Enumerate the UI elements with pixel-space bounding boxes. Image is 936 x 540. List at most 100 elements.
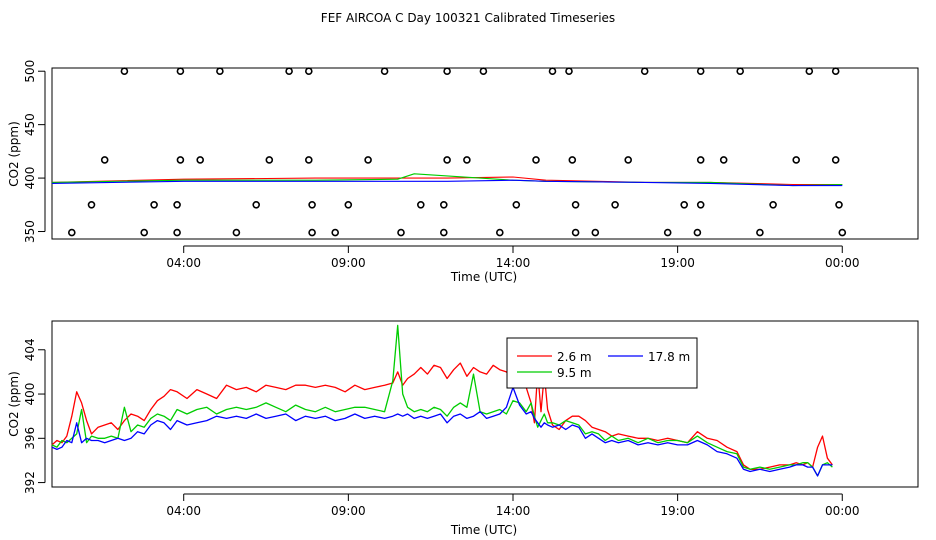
calibration-point bbox=[624, 156, 633, 164]
calibration-point bbox=[364, 156, 372, 164]
top-ylabel: CO2 (ppm) bbox=[7, 121, 21, 187]
calibration-point bbox=[304, 156, 313, 164]
calibration-point bbox=[140, 228, 148, 237]
calibration-point bbox=[693, 228, 702, 237]
calibration-point bbox=[308, 201, 316, 209]
calibration-point bbox=[611, 201, 619, 209]
calibration-point bbox=[838, 228, 847, 237]
calibration-point bbox=[416, 201, 425, 209]
bottom-plot-frame bbox=[51, 320, 919, 488]
calibration-point bbox=[512, 201, 521, 209]
calibration-point bbox=[196, 156, 204, 164]
y-tick-label: 404 bbox=[23, 338, 37, 361]
calibration-point bbox=[756, 228, 764, 237]
calibration-point bbox=[308, 228, 316, 237]
calibration-point bbox=[736, 67, 745, 75]
calibration-point bbox=[443, 156, 451, 164]
calibration-point bbox=[285, 67, 293, 75]
y-tick-label: 500 bbox=[23, 60, 37, 83]
top-plot-frame bbox=[51, 67, 919, 240]
x-tick-label: 00:00 bbox=[825, 256, 860, 270]
calibration-point bbox=[100, 156, 109, 164]
y-tick-label: 400 bbox=[23, 167, 37, 190]
top-series bbox=[51, 173, 843, 187]
calibration-point bbox=[439, 201, 448, 209]
calibration-point bbox=[495, 228, 504, 237]
calibration-point bbox=[443, 67, 451, 75]
legend-label-2-6m: 2.6 m bbox=[557, 350, 592, 364]
calibration-point bbox=[805, 67, 814, 75]
calibration-point bbox=[479, 67, 488, 75]
calibration-point bbox=[87, 201, 96, 209]
calibration-point bbox=[792, 156, 801, 164]
calibration-point bbox=[591, 228, 600, 237]
bottom-panel: CO2 (ppm) Time (UTC) 392 396 400 404 04:00 0… bbox=[7, 320, 919, 537]
bottom-xlabel: Time (UTC) bbox=[450, 523, 517, 537]
bottom-xticks: 04:00 09:00 14:00 19:00 00:00 bbox=[166, 493, 860, 518]
calibration-point bbox=[304, 67, 313, 75]
legend-label-17-8m: 17.8 m bbox=[648, 350, 690, 364]
x-tick-label: 00:00 bbox=[825, 504, 860, 518]
calibration-point bbox=[344, 201, 353, 209]
top-xticks: 04:00 09:00 14:00 19:00 00:00 bbox=[166, 245, 860, 270]
calibration-point bbox=[565, 67, 573, 75]
calibration-point bbox=[696, 201, 705, 209]
x-tick-label: 04:00 bbox=[166, 504, 201, 518]
y-tick-label: 392 bbox=[23, 471, 37, 494]
bottom-ylabel: CO2 (ppm) bbox=[7, 371, 21, 437]
calibration-point bbox=[831, 67, 840, 75]
calibration-point bbox=[68, 228, 76, 237]
calibration-point bbox=[532, 156, 540, 164]
calibration-point bbox=[680, 201, 689, 209]
calibration-point bbox=[571, 228, 580, 237]
series-line-2-6-m bbox=[51, 362, 833, 470]
y-tick-label: 350 bbox=[23, 220, 37, 243]
calibration-point bbox=[463, 156, 471, 164]
calibration-point bbox=[568, 156, 577, 164]
y-tick-label: 450 bbox=[23, 113, 37, 136]
x-tick-label: 09:00 bbox=[331, 504, 366, 518]
calibration-point bbox=[216, 67, 224, 75]
chart-title: FEF AIRCOA C Day 100321 Calibrated Times… bbox=[321, 11, 615, 25]
y-tick-label: 396 bbox=[23, 427, 37, 450]
calibration-point bbox=[120, 67, 129, 75]
calibration-point bbox=[380, 67, 389, 75]
x-tick-label: 14:00 bbox=[496, 256, 531, 270]
calibration-point bbox=[835, 201, 843, 209]
calibration-point bbox=[265, 156, 274, 164]
calibration-point bbox=[640, 67, 649, 75]
calibration-point bbox=[571, 201, 580, 209]
legend-box bbox=[506, 337, 698, 389]
calibration-point bbox=[173, 201, 181, 209]
calibration-point bbox=[252, 201, 261, 209]
bottom-series bbox=[51, 324, 833, 477]
calibration-point bbox=[696, 156, 705, 164]
series-line-9-5-m bbox=[51, 324, 833, 477]
calibration-point bbox=[176, 156, 185, 164]
x-tick-label: 04:00 bbox=[166, 256, 201, 270]
x-tick-label: 19:00 bbox=[660, 504, 695, 518]
calibration-point bbox=[439, 228, 448, 237]
series-line-17-8-m bbox=[51, 179, 843, 187]
calibration-point bbox=[397, 228, 405, 237]
calibration-point bbox=[232, 228, 241, 237]
calibration-point bbox=[831, 156, 840, 164]
y-tick-label: 400 bbox=[23, 383, 37, 406]
calibration-point bbox=[176, 67, 185, 75]
calibration-point bbox=[719, 156, 728, 164]
calibration-point bbox=[548, 67, 557, 75]
calibration-point bbox=[696, 67, 705, 75]
calibration-point bbox=[150, 201, 158, 209]
legend-label-9-5m: 9.5 m bbox=[557, 366, 592, 380]
top-xlabel: Time (UTC) bbox=[450, 270, 517, 284]
bottom-yticks: 392 396 400 404 bbox=[23, 338, 46, 494]
calibration-point bbox=[173, 228, 181, 237]
calibration-point bbox=[769, 201, 777, 209]
x-tick-label: 19:00 bbox=[660, 256, 695, 270]
x-tick-label: 09:00 bbox=[331, 256, 366, 270]
top-yticks: 350 400 450 500 bbox=[23, 60, 46, 243]
legend: 2.6 m 17.8 m 9.5 m bbox=[506, 337, 698, 389]
calibration-point bbox=[663, 228, 672, 237]
